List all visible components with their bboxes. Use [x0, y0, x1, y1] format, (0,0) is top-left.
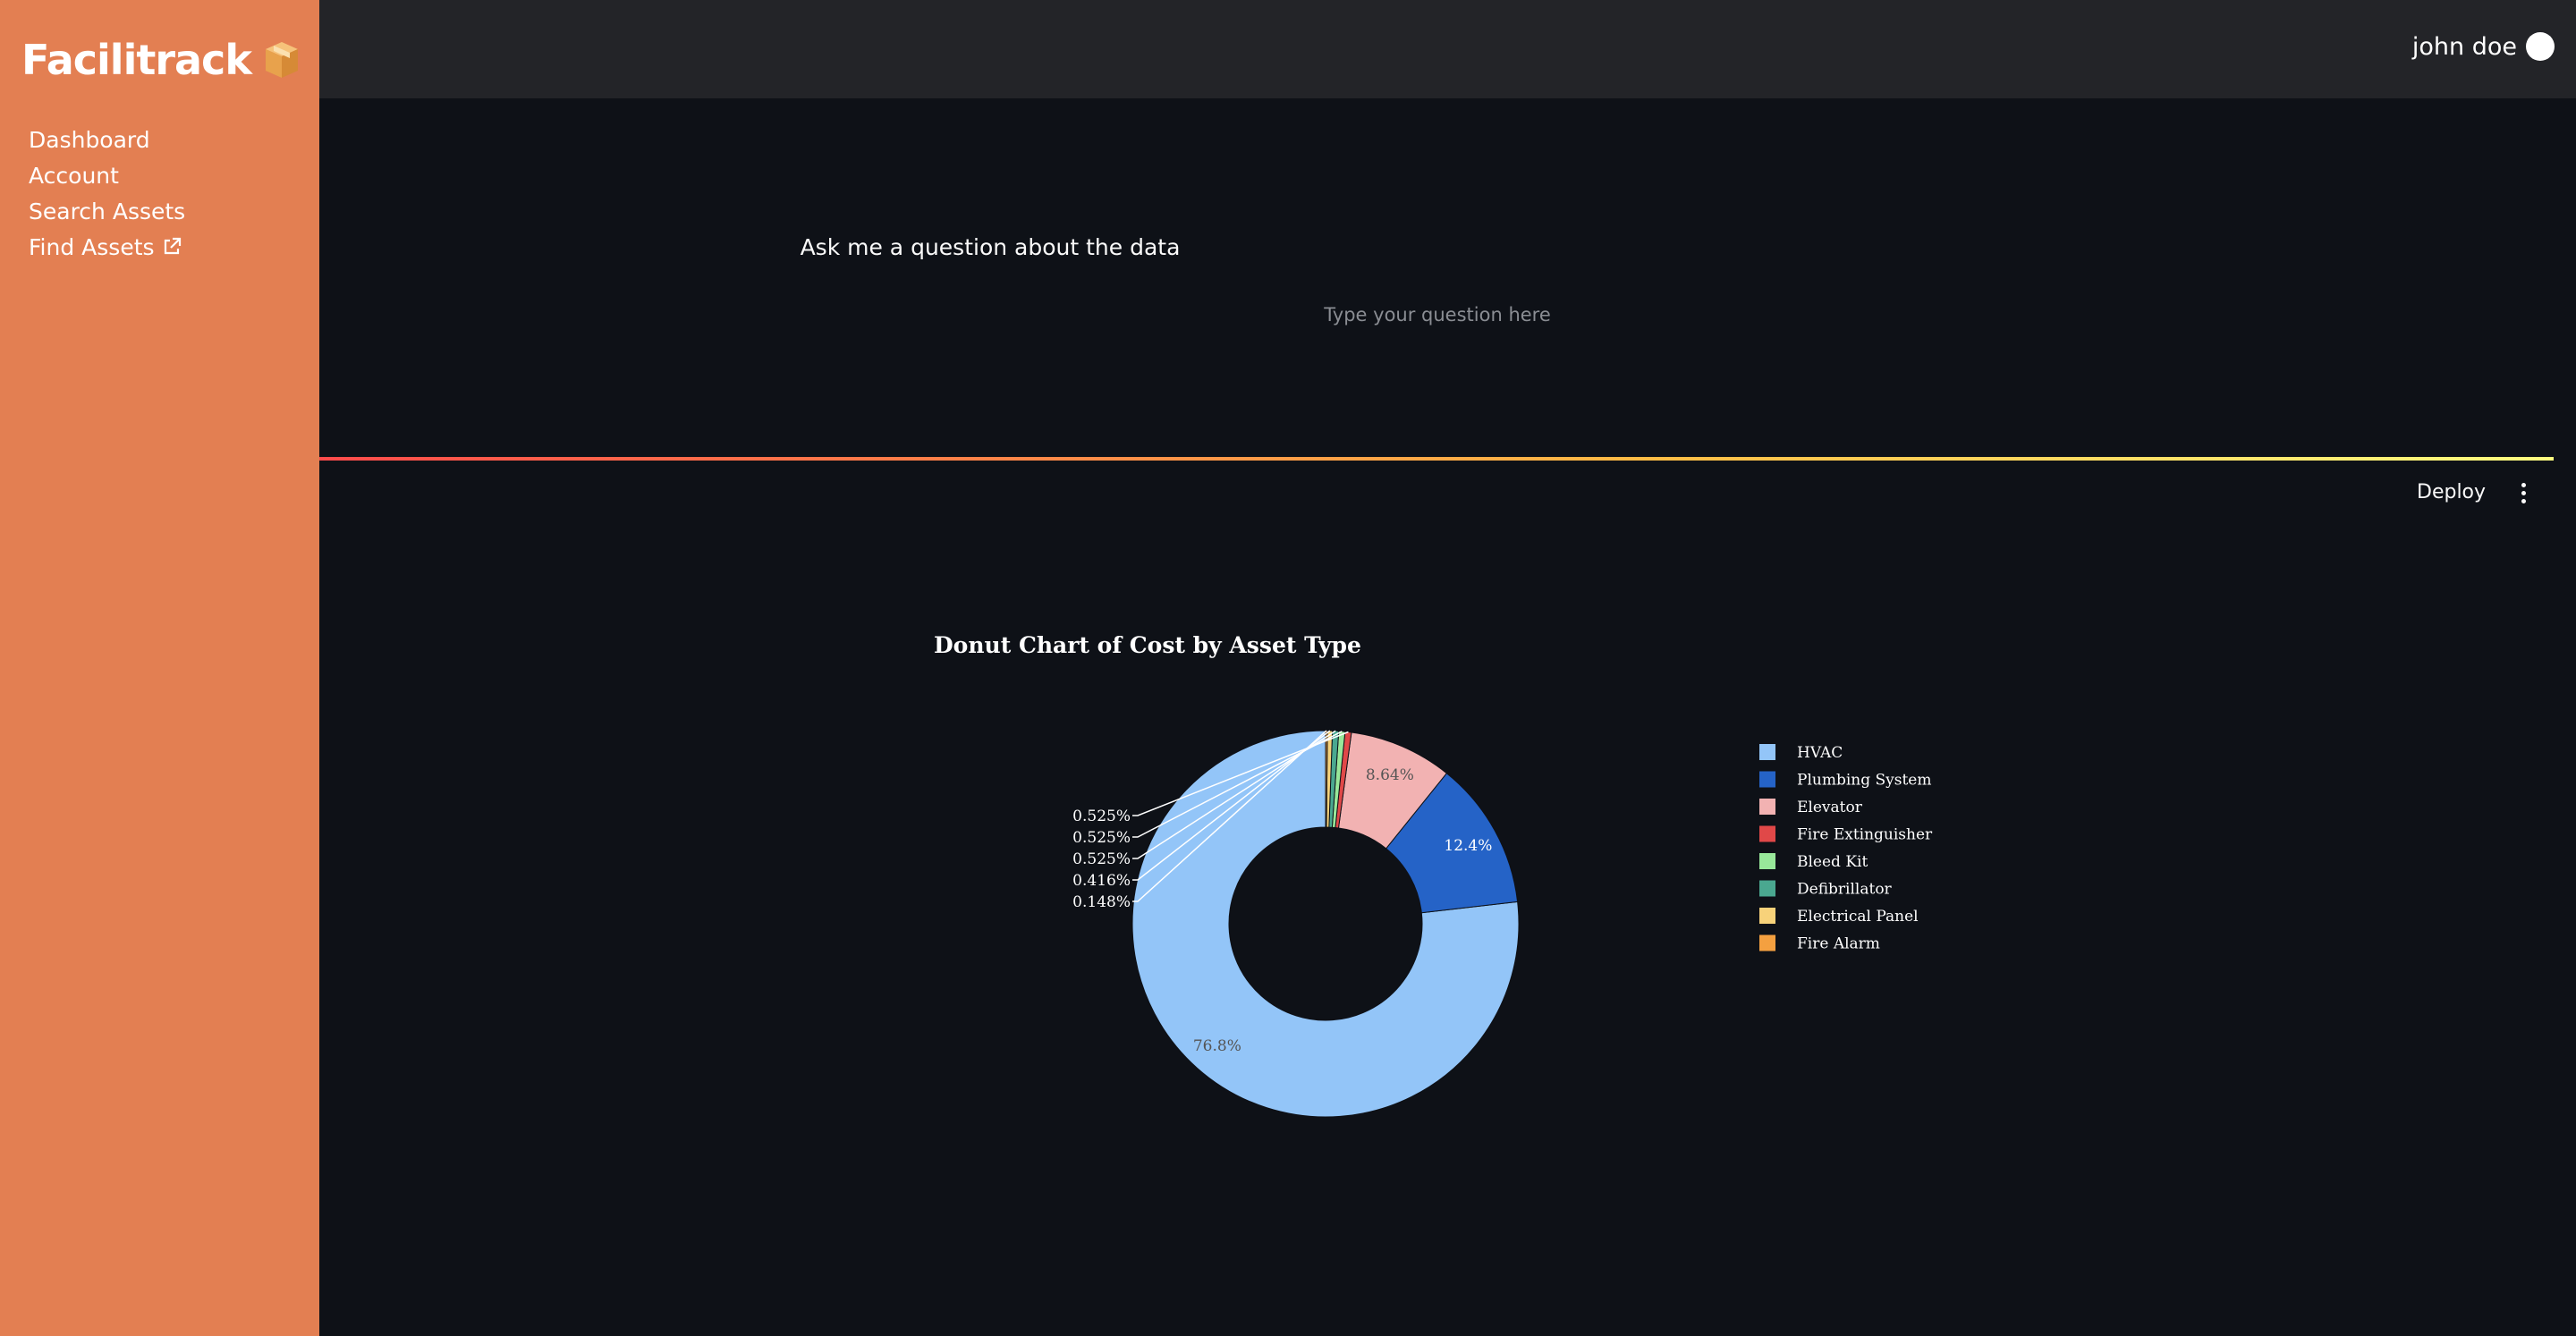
donut-chart: Donut Chart of Cost by Asset Type 76.8% 1… [934, 632, 1933, 1118]
legend-item[interactable]: Plumbing System [1759, 771, 1932, 790]
legend-item[interactable]: Fire Alarm [1759, 934, 1880, 953]
question-input[interactable] [1169, 295, 1706, 334]
slice-label: 76.8% [1193, 1037, 1241, 1055]
slice-label: 0.525% [1072, 808, 1131, 825]
sidebar: Facilitrack Dashboard Account Search Ass… [0, 0, 319, 1336]
legend-label: Defibrillator [1797, 881, 1893, 899]
sidebar-item-label: Account [29, 162, 119, 189]
legend-swatch [1759, 744, 1775, 760]
top-header: john doe [319, 0, 2576, 98]
legend-label: Bleed Kit [1797, 853, 1868, 871]
question-prompt-title: Ask me a question about the data [800, 234, 1181, 260]
legend-label: Elevator [1797, 799, 1863, 816]
header-decoration-bar [319, 457, 2554, 461]
legend-swatch [1759, 825, 1775, 842]
brand-logo[interactable]: Facilitrack [21, 36, 301, 84]
legend-swatch [1759, 799, 1775, 815]
user-menu[interactable]: john doe [2412, 32, 2555, 61]
legend-item[interactable]: Fire Extinguisher [1759, 825, 1933, 844]
label-leader-line [1132, 731, 1349, 816]
sidebar-item-label: Dashboard [29, 126, 150, 153]
sidebar-nav: Dashboard Account Search Assets Find Ass… [29, 122, 185, 265]
legend-label: HVAC [1797, 744, 1843, 762]
slice-label: 12.4% [1444, 837, 1492, 855]
label-leader-line [1132, 730, 1336, 859]
donut-slice-elevator[interactable] [1337, 731, 1448, 850]
brand-name: Facilitrack [21, 36, 252, 84]
slice-label: 0.525% [1072, 829, 1131, 847]
slice-label: 0.148% [1072, 893, 1131, 911]
deploy-button[interactable]: Deploy [2417, 481, 2487, 503]
sidebar-item-label: Find Assets [29, 233, 155, 260]
legend-swatch [1759, 853, 1775, 869]
sidebar-item-label: Search Assets [29, 198, 186, 224]
label-leader-line [1132, 730, 1331, 881]
legend-label: Electrical Panel [1797, 908, 1919, 926]
legend-swatch [1759, 771, 1775, 788]
sidebar-item-dashboard[interactable]: Dashboard [29, 122, 185, 157]
label-leader-line [1132, 730, 1327, 902]
chart-title: Donut Chart of Cost by Asset Type [934, 632, 1361, 658]
sidebar-item-account[interactable]: Account [29, 157, 185, 193]
external-link-icon [164, 237, 181, 255]
legend-item[interactable]: Defibrillator [1759, 880, 1893, 899]
user-name: john doe [2411, 32, 2517, 61]
legend-swatch [1759, 908, 1775, 924]
legend-item[interactable]: Elevator [1759, 799, 1863, 816]
slice-label: 0.525% [1072, 850, 1131, 868]
legend-label: Plumbing System [1797, 772, 1932, 790]
avatar [2526, 32, 2555, 61]
legend-swatch [1759, 934, 1775, 951]
legend-item[interactable]: HVAC [1759, 744, 1843, 762]
legend-item[interactable]: Electrical Panel [1759, 908, 1919, 926]
legend-label: Fire Extinguisher [1797, 826, 1933, 844]
donut-slice-hvac[interactable] [1131, 730, 1520, 1118]
sidebar-item-search-assets[interactable]: Search Assets [29, 193, 185, 229]
label-leader-line [1132, 731, 1343, 838]
legend-swatch [1759, 880, 1775, 897]
sidebar-item-find-assets[interactable]: Find Assets [29, 229, 185, 265]
legend-label: Fire Alarm [1797, 935, 1880, 953]
package-box-icon [265, 42, 298, 78]
kebab-menu-icon[interactable] [2510, 477, 2537, 509]
legend-item[interactable]: Bleed Kit [1759, 853, 1868, 871]
slice-label: 8.64% [1366, 766, 1414, 784]
slice-label: 0.416% [1072, 872, 1131, 890]
